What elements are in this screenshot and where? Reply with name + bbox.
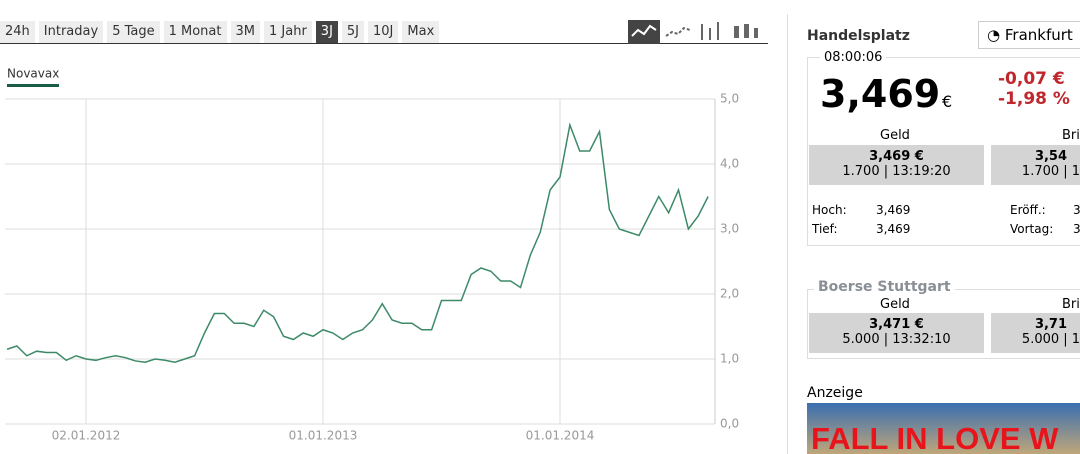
- tab[interactable]: 5 Tage: [107, 21, 160, 43]
- ask-box: 3,71 5.000 | 1: [991, 313, 1080, 353]
- bid: 3,471 €: [869, 317, 924, 332]
- ad-banner[interactable]: FALL IN LOVE W: [807, 403, 1080, 454]
- tab[interactable]: 1 Monat: [163, 21, 227, 43]
- quote-box: [807, 57, 1080, 246]
- tab[interactable]: Max: [402, 21, 440, 43]
- bid-label: Geld: [880, 128, 910, 143]
- tab[interactable]: 3M: [230, 21, 260, 43]
- stat: 3,469: [876, 203, 911, 217]
- ask-box: 3,54 1.700 | 1: [991, 145, 1080, 185]
- bid-box: 3,471 €5.000 | 13:32:10: [809, 313, 984, 353]
- stat: Tief:: [812, 222, 838, 236]
- x-tick-label: 02.01.2012: [52, 429, 121, 443]
- y-tick-label: 2,0: [720, 287, 739, 301]
- stuttgart-logo: Boerse Stuttgart: [814, 279, 955, 295]
- ask-info: 1.700 | 1: [1021, 164, 1080, 179]
- bid-info: 5.000 | 13:32:10: [842, 332, 951, 347]
- legend-swatch: [7, 84, 59, 87]
- ad-label: Anzeige: [807, 385, 863, 401]
- bid-box: 3,469 €1.700 | 13:19:20: [809, 145, 984, 185]
- y-tick-label: 4,0: [720, 157, 739, 171]
- tab[interactable]: 10J: [368, 21, 399, 43]
- price-line: [6, 122, 709, 364]
- tab[interactable]: 1 Jahr: [264, 21, 312, 43]
- ad-text: FALL IN LOVE W: [811, 421, 1059, 454]
- change-abs: -0,07 €: [998, 69, 1065, 89]
- stat: Vortag:: [1010, 222, 1054, 236]
- tab[interactable]: 24h: [0, 21, 35, 43]
- tab-underline: [0, 43, 768, 44]
- legend-label: Novavax: [7, 67, 59, 81]
- ask-label: Bri: [1062, 297, 1080, 312]
- x-tick-label: 01.01.2013: [289, 429, 358, 443]
- ask: 3,71: [1034, 317, 1068, 332]
- quote-time: 08:00:06: [820, 50, 887, 65]
- tab-bar: 24h Intraday 5 Tage 1 Monat 3M 1 Jahr 3J 5J 10J M…: [0, 21, 440, 43]
- stat: 3,4: [1073, 203, 1080, 217]
- change-pct: -1,98 %: [998, 89, 1070, 109]
- stat: 3,469: [876, 222, 911, 236]
- x-tick-label: 01.01.2014: [526, 429, 595, 443]
- quote-panel: Handelsplatz ◔ Frankfurt 08:00:06 3,469 …: [787, 14, 1080, 454]
- chart-type-icons: [628, 20, 758, 44]
- tab[interactable]: 5J: [341, 21, 365, 43]
- y-tick-label: 3,0: [720, 222, 739, 236]
- exchange-name: Frankfurt: [1004, 26, 1073, 44]
- y-tick-label: 0,0: [720, 417, 739, 431]
- y-tick-label: 1,0: [720, 352, 739, 366]
- tab[interactable]: 3J: [315, 21, 338, 43]
- tab[interactable]: Intraday: [38, 21, 104, 43]
- bid-info: 1.700 | 13:19:20: [842, 164, 951, 179]
- bid: 3,469 €: [869, 149, 924, 164]
- stat: Eröff.:: [1010, 203, 1046, 217]
- currency: €: [942, 92, 953, 111]
- exchange-button[interactable]: ◔ Frankfurt: [978, 21, 1080, 49]
- y-tick-label: 5,0: [720, 92, 739, 106]
- panel-title: Handelsplatz: [807, 28, 910, 44]
- ask-label: Bri: [1062, 128, 1080, 143]
- chart: Novavax 0,0 1,0 2,0 3,0 4,0 5,0 02.01.2012 01.0…: [5, 67, 739, 443]
- ask: 3,54: [1034, 149, 1068, 164]
- stat: Hoch:: [812, 203, 847, 217]
- ask-info: 5.000 | 1: [1021, 332, 1080, 347]
- price: 3,469: [820, 72, 941, 116]
- stat: 3,5: [1073, 222, 1080, 236]
- bid-label: Geld: [880, 297, 910, 312]
